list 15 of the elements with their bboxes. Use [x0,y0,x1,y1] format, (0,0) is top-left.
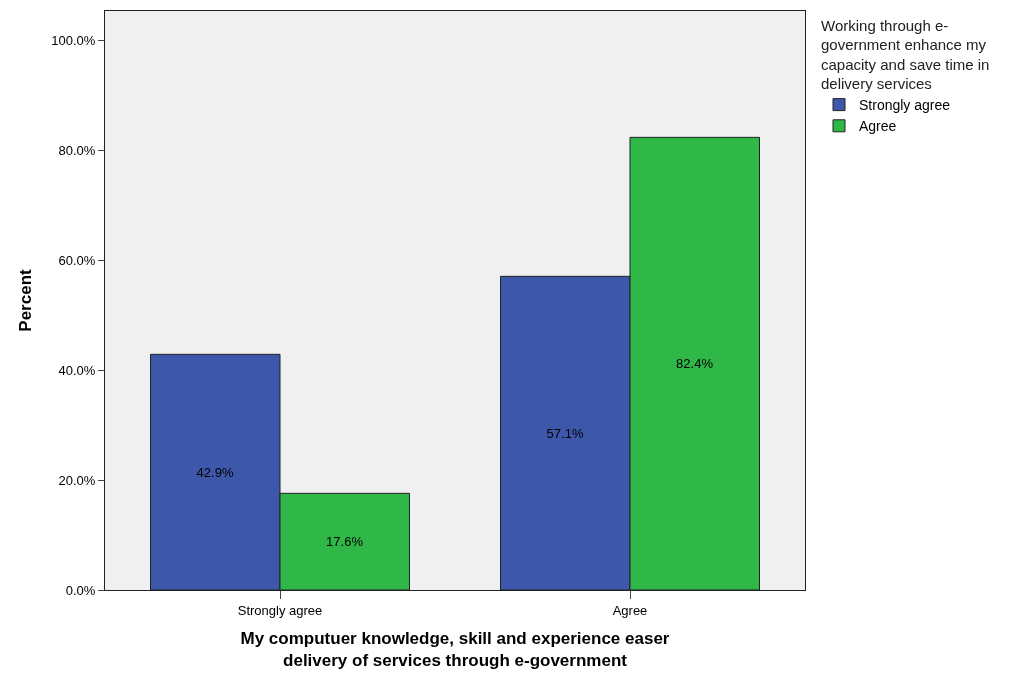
data-label: 82.4% [676,356,714,372]
data-label: 17.6% [326,534,364,550]
data-label: 42.9% [196,464,234,480]
y-tick-label: 0.0% [65,582,96,598]
y-tick-label: 20.0% [58,472,96,488]
legend-label: Agree [859,118,897,135]
y-axis-title: Percent [15,268,35,332]
y-tick-label: 40.0% [58,362,96,378]
x-axis-title: My computuer knowledge, skill and experience easer delivery of services through e-government [240,629,670,671]
y-tick-label: 80.0% [58,143,96,159]
y-tick-label: 60.0% [58,252,96,268]
legend-title: Working through e- government enhance my capacity and save time in delivery services [821,16,990,92]
data-label: 57.1% [546,425,584,441]
y-tick-label: 100.0% [51,33,96,49]
legend-label: Strongly agree [859,97,951,114]
